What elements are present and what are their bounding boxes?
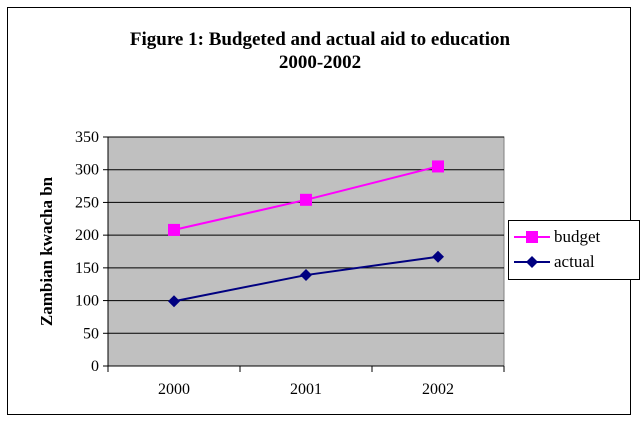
- y-tick-label-200: 200: [75, 227, 99, 244]
- x-tick-label-2000: 2000: [158, 381, 190, 398]
- legend: budget actual: [508, 220, 640, 280]
- legend-item-budget: budget: [508, 225, 640, 249]
- x-tick-label-2002: 2002: [422, 381, 454, 398]
- x-tick-label-2001: 2001: [290, 381, 322, 398]
- point-actual-2000: [168, 295, 180, 308]
- point-actual-2002: [432, 250, 444, 263]
- legend-box: [508, 220, 640, 280]
- point-budget-2000: [168, 223, 180, 236]
- y-axis-label: Zambian kwacha bn: [37, 176, 56, 326]
- y-tick-label-250: 250: [75, 194, 99, 211]
- point-budget-2002: [432, 160, 444, 173]
- point-budget-2001: [300, 193, 312, 206]
- y-tick-label-50: 50: [83, 325, 99, 342]
- y-tick-label-150: 150: [75, 260, 99, 277]
- legend-swatch-actual: [514, 256, 550, 268]
- point-actual-2001: [300, 269, 312, 282]
- legend-label-budget: budget: [554, 227, 601, 246]
- chart-subtitle: 2000-2002: [278, 52, 362, 73]
- chart-title-block: Figure 1: Budgeted and actual aid to edu…: [0, 28, 640, 74]
- legend-item-actual: actual: [508, 250, 640, 274]
- y-tick-label-350: 350: [75, 129, 99, 146]
- legend-swatch-budget: [514, 231, 550, 243]
- legend-label-actual: actual: [554, 252, 595, 271]
- plot-area: [107, 136, 505, 367]
- y-tick-label-100: 100: [75, 293, 99, 310]
- chart-title: Figure 1: Budgeted and actual aid to edu…: [129, 29, 511, 50]
- y-tick-label-300: 300: [75, 162, 99, 179]
- y-tick-label-0: 0: [91, 358, 99, 375]
